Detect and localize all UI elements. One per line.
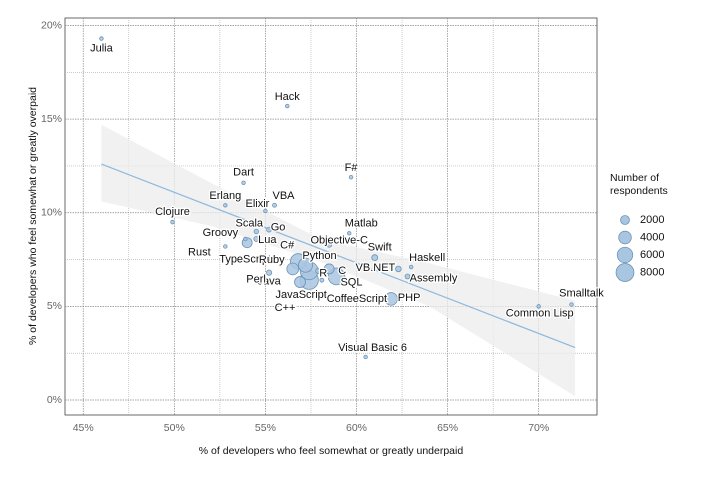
point-label: C++ bbox=[275, 302, 296, 314]
legend-bubble bbox=[618, 230, 632, 245]
legend-label: 6000 bbox=[640, 249, 664, 261]
bubble bbox=[404, 273, 411, 280]
point-label: Perl bbox=[246, 274, 266, 286]
point-label: Objective-C bbox=[310, 234, 368, 246]
bubble bbox=[99, 36, 104, 41]
point-label: Dart bbox=[233, 167, 254, 179]
y-axis-title: % of developers who feel somewhat or gre… bbox=[27, 87, 39, 345]
point-label: Java bbox=[258, 276, 282, 288]
point-label: SQL bbox=[340, 276, 362, 288]
legend-bubble bbox=[615, 263, 635, 282]
x-tick-label: 50% bbox=[164, 422, 185, 434]
bubble bbox=[536, 304, 541, 309]
trend-line bbox=[101, 163, 576, 349]
point-label: VB.NET bbox=[356, 262, 396, 274]
bubble bbox=[408, 264, 414, 270]
point-label: PHP bbox=[398, 292, 421, 304]
x-tick-label: 65% bbox=[437, 422, 458, 434]
bubble bbox=[223, 244, 228, 249]
x-tick-label: 70% bbox=[528, 422, 549, 434]
point-label: Smalltalk bbox=[559, 287, 604, 299]
y-tick-label: 15% bbox=[41, 113, 62, 125]
bubble bbox=[323, 263, 335, 275]
y-tick-label: 10% bbox=[41, 207, 62, 219]
bubble bbox=[170, 219, 175, 225]
confidence-band bbox=[101, 124, 576, 397]
bubble bbox=[395, 265, 402, 273]
point-label: Swift bbox=[368, 242, 392, 254]
point-label: Lua bbox=[258, 234, 277, 246]
point-label: Python bbox=[302, 250, 336, 262]
y-tick-label: 5% bbox=[47, 300, 62, 312]
point-label: Visual Basic 6 bbox=[338, 342, 407, 354]
bubble bbox=[285, 103, 290, 109]
bubble bbox=[223, 203, 228, 208]
bubble bbox=[319, 277, 325, 283]
bubble bbox=[326, 241, 333, 248]
bubble bbox=[569, 302, 574, 307]
bubble bbox=[253, 236, 260, 242]
point-label: R bbox=[319, 268, 327, 280]
point-label: Elixir bbox=[245, 198, 269, 210]
point-label: Common Lisp bbox=[506, 307, 574, 319]
point-label: Haskell bbox=[409, 252, 445, 264]
point-label: Scala bbox=[236, 217, 264, 229]
bubble bbox=[298, 257, 313, 273]
point-label: Matlab bbox=[345, 217, 378, 229]
legend-bubble bbox=[616, 246, 634, 264]
point-label: C bbox=[338, 265, 346, 277]
bubble bbox=[347, 231, 352, 236]
bubble bbox=[266, 226, 272, 233]
point-label: C# bbox=[280, 239, 295, 251]
point-label: Ruby bbox=[259, 254, 285, 266]
point-label: Go bbox=[271, 222, 286, 234]
point-label: Hack bbox=[275, 91, 301, 103]
bubble bbox=[266, 269, 273, 276]
bubble bbox=[384, 292, 398, 306]
x-tick-label: 60% bbox=[346, 422, 367, 434]
bubble bbox=[243, 236, 248, 242]
legend-title: Number of respondents bbox=[610, 172, 668, 197]
bubble bbox=[348, 174, 354, 180]
legend-label: 4000 bbox=[640, 231, 664, 243]
legend-bubble bbox=[620, 215, 630, 225]
legend-label: 8000 bbox=[640, 266, 664, 278]
x-tick-label: 55% bbox=[255, 422, 276, 434]
y-tick-label: 0% bbox=[47, 394, 62, 406]
bubble bbox=[286, 262, 300, 276]
y-tick-label: 20% bbox=[41, 19, 62, 31]
x-axis-title: % of developers who feel somewhat or gre… bbox=[199, 445, 464, 457]
bubble bbox=[253, 228, 259, 235]
point-label: Rust bbox=[188, 246, 211, 258]
bubble bbox=[363, 354, 368, 360]
bubble bbox=[241, 180, 246, 185]
point-label: Assembly bbox=[410, 272, 458, 284]
point-label: VBA bbox=[273, 190, 296, 202]
bubble bbox=[263, 208, 268, 214]
x-tick-label: 45% bbox=[73, 422, 94, 434]
point-label: F# bbox=[345, 162, 359, 174]
legend-label: 2000 bbox=[640, 214, 664, 226]
point-label: Clojure bbox=[155, 206, 190, 218]
bubble bbox=[294, 276, 306, 288]
point-label: Julia bbox=[90, 43, 114, 55]
point-label: TypeScript bbox=[219, 254, 271, 266]
bubble bbox=[272, 202, 277, 208]
bubble bbox=[371, 254, 379, 262]
point-label: JavaScript bbox=[275, 289, 326, 301]
point-label: CoffeeScript bbox=[327, 293, 387, 305]
point-label: Erlang bbox=[209, 190, 241, 202]
point-label: Groovy bbox=[203, 227, 239, 239]
bubble bbox=[315, 267, 322, 274]
